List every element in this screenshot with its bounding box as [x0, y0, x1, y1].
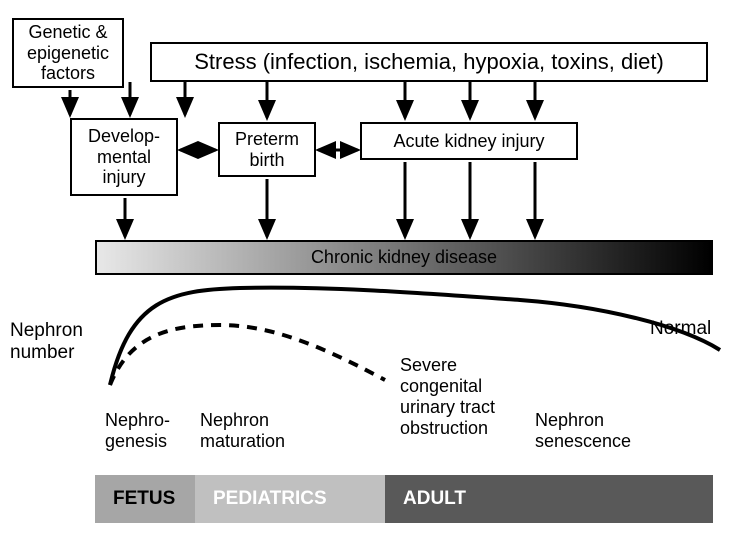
- normal-label: Normal: [650, 318, 711, 340]
- box-dev-injury: Develop-mentalinjury: [70, 118, 178, 196]
- label-senescence-text: Nephronsenescence: [535, 410, 631, 451]
- box-preterm: Pretermbirth: [218, 122, 316, 177]
- normal-text: Normal: [650, 318, 711, 339]
- label-maturation-text: Nephronmaturation: [200, 410, 285, 451]
- nephron-number-text: Nephronnumber: [10, 320, 83, 363]
- nephron-number-label: Nephronnumber: [10, 320, 83, 364]
- box-stress: Stress (infection, ischemia, hypoxia, to…: [150, 42, 708, 82]
- box-aki-text: Acute kidney injury: [393, 131, 544, 152]
- ckd-bar-text: Chronic kidney disease: [311, 247, 497, 268]
- box-dev-injury-text: Develop-mentalinjury: [88, 126, 160, 188]
- stage-pediatrics-text: PEDIATRICS: [213, 488, 327, 510]
- label-obstruction-text: Severecongenitalurinary tractobstruction: [400, 355, 495, 438]
- label-nephrogenesis-text: Nephro-genesis: [105, 410, 170, 451]
- ckd-bar: Chronic kidney disease: [95, 240, 713, 275]
- box-genetic-text: Genetic &epigeneticfactors: [27, 22, 109, 84]
- stage-fetus-text: FETUS: [113, 488, 175, 510]
- box-genetic: Genetic &epigeneticfactors: [12, 18, 124, 88]
- box-preterm-text: Pretermbirth: [235, 129, 299, 170]
- label-nephrogenesis: Nephro-genesis: [105, 410, 170, 452]
- label-senescence: Nephronsenescence: [535, 410, 631, 452]
- label-obstruction: Severecongenitalurinary tractobstruction: [400, 355, 495, 439]
- box-aki: Acute kidney injury: [360, 122, 578, 160]
- stage-fetus: FETUS: [95, 475, 195, 523]
- label-maturation: Nephronmaturation: [200, 410, 285, 452]
- stage-pediatrics: PEDIATRICS: [195, 475, 385, 523]
- stage-adult-text: ADULT: [403, 488, 466, 510]
- box-stress-text: Stress (infection, ischemia, hypoxia, to…: [194, 49, 664, 74]
- stage-adult: ADULT: [385, 475, 713, 523]
